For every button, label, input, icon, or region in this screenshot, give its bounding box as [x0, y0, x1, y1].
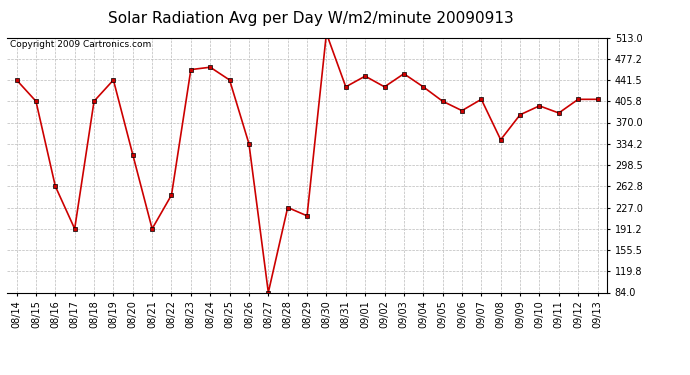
Text: Solar Radiation Avg per Day W/m2/minute 20090913: Solar Radiation Avg per Day W/m2/minute …: [108, 11, 513, 26]
Text: Copyright 2009 Cartronics.com: Copyright 2009 Cartronics.com: [10, 40, 151, 49]
